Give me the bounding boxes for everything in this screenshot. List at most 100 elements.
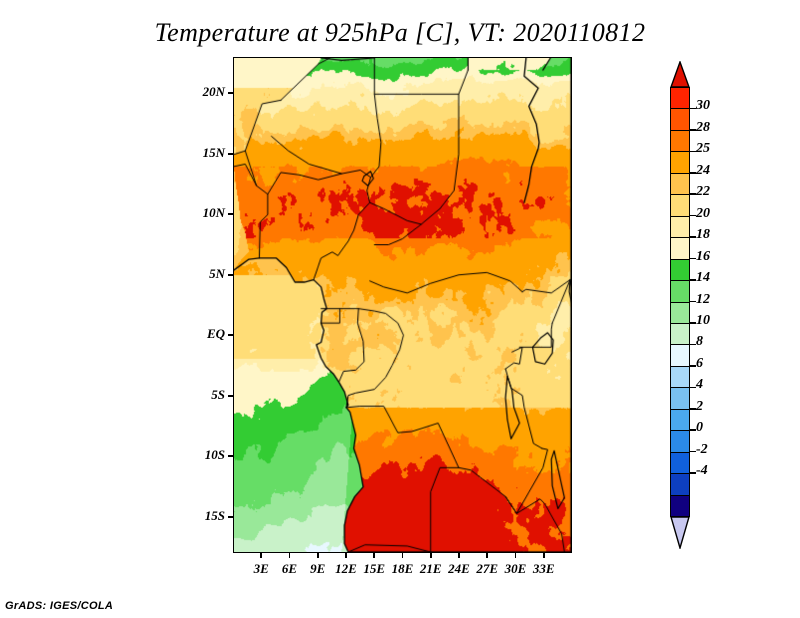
colorbar-band — [670, 322, 690, 346]
y-axis-label: 15S — [204, 507, 225, 523]
colorbar-under-arrow — [670, 516, 690, 551]
y-axis-label: 15N — [202, 144, 225, 160]
x-tick — [260, 553, 263, 558]
colorbar-label: 25 — [696, 141, 710, 157]
colorbar-tick — [690, 214, 696, 217]
page-title: Temperature at 925hPa [C], VT: 202011081… — [154, 18, 646, 47]
x-axis-label: 9E — [310, 561, 326, 576]
y-tick — [228, 394, 233, 397]
colorbar-band — [670, 258, 690, 282]
colorbar-tick — [690, 150, 696, 153]
y-axis-label: 5N — [209, 265, 225, 281]
colorbar-tick — [690, 365, 696, 367]
colorbar-band — [670, 473, 690, 496]
colorbar-tick — [690, 129, 696, 131]
colorbar-band — [670, 451, 690, 475]
colorbar-tick — [690, 172, 696, 174]
colorbar-band — [670, 215, 690, 239]
y-tick — [228, 273, 233, 276]
colorbar-label: 12 — [696, 291, 710, 307]
colorbar-tick — [690, 322, 696, 324]
x-axis-label: 27E — [476, 561, 499, 576]
colorbar-label: 24 — [696, 162, 710, 178]
colorbar-band — [670, 108, 690, 132]
colorbar-band — [670, 280, 690, 303]
y-tick — [228, 455, 233, 457]
colorbar-label: 10 — [696, 312, 710, 328]
colorbar-tick — [690, 429, 696, 431]
x-tick — [401, 553, 404, 558]
colorbar-label: 14 — [696, 270, 710, 286]
colorbar-band — [670, 151, 690, 174]
colorbar-band — [670, 301, 690, 325]
colorbar-band — [670, 494, 690, 518]
x-axis-label: 33E — [532, 561, 555, 576]
colorbar-over-arrow — [670, 59, 690, 88]
x-axis-label: 3E — [253, 561, 269, 576]
x-tick — [316, 553, 319, 558]
map-plot-area — [233, 57, 572, 553]
colorbar-band — [670, 344, 690, 368]
colorbar-tick — [690, 450, 696, 453]
x-axis-label: 18E — [391, 561, 414, 576]
x-axis-label: 21E — [419, 561, 442, 576]
x-tick — [373, 553, 376, 558]
colorbar-band — [670, 387, 690, 410]
x-tick — [514, 553, 517, 558]
colorbar-tick — [690, 343, 696, 346]
x-tick — [542, 553, 545, 558]
x-tick — [458, 553, 460, 558]
colorbar-label: 18 — [696, 227, 710, 243]
x-tick — [486, 553, 489, 558]
colorbar-tick — [690, 107, 696, 110]
y-tick — [228, 213, 233, 216]
colorbar-band — [670, 87, 690, 110]
y-tick — [228, 334, 233, 337]
colorbar-band — [670, 194, 690, 217]
y-axis-label: 5S — [211, 386, 225, 402]
y-tick — [228, 515, 233, 518]
colorbar-band — [670, 172, 690, 196]
y-axis-label: EQ — [206, 326, 225, 342]
colorbar-tick — [690, 236, 696, 238]
x-axis-label: 30E — [504, 561, 527, 576]
colorbar-label: 22 — [696, 184, 710, 200]
colorbar-label: 2 — [696, 398, 703, 414]
colorbar-label: -2 — [696, 441, 708, 457]
x-tick — [429, 553, 432, 558]
colorbar-label: 28 — [696, 119, 710, 135]
colorbar — [670, 59, 690, 551]
colorbar-tick — [690, 193, 696, 196]
colorbar-band — [670, 408, 690, 432]
colorbar-label: 16 — [696, 248, 710, 264]
grads-credit: GrADS: IGES/COLA — [5, 600, 114, 612]
colorbar-label: 8 — [696, 334, 703, 350]
y-axis-label: 20N — [202, 84, 225, 100]
colorbar-label: 6 — [696, 355, 703, 371]
colorbar-band — [670, 237, 690, 260]
colorbar-label: 20 — [696, 205, 710, 221]
x-tick — [288, 553, 291, 558]
colorbar-tick — [690, 386, 696, 389]
colorbar-tick — [690, 279, 696, 281]
y-axis-label: 10S — [204, 447, 225, 463]
x-axis-label: 15E — [363, 561, 386, 576]
colorbar-label: 0 — [696, 420, 703, 436]
colorbar-band — [670, 129, 690, 153]
colorbar-label: 30 — [696, 98, 710, 114]
colorbar-band — [670, 430, 690, 453]
colorbar-label: -4 — [696, 463, 708, 479]
y-tick — [228, 152, 233, 155]
colorbar-tick — [690, 407, 696, 410]
x-axis-label: 6E — [281, 561, 298, 576]
x-axis-label: 24E — [448, 561, 470, 576]
x-tick — [345, 553, 347, 558]
colorbar-tick — [690, 257, 696, 260]
colorbar-tick — [690, 300, 696, 303]
x-axis-label: 12E — [335, 561, 357, 576]
colorbar-label: 4 — [696, 377, 703, 393]
y-tick — [228, 92, 233, 95]
y-axis-label: 10N — [202, 205, 225, 221]
temperature-field-heatmap — [234, 58, 571, 552]
colorbar-tick — [690, 472, 696, 474]
